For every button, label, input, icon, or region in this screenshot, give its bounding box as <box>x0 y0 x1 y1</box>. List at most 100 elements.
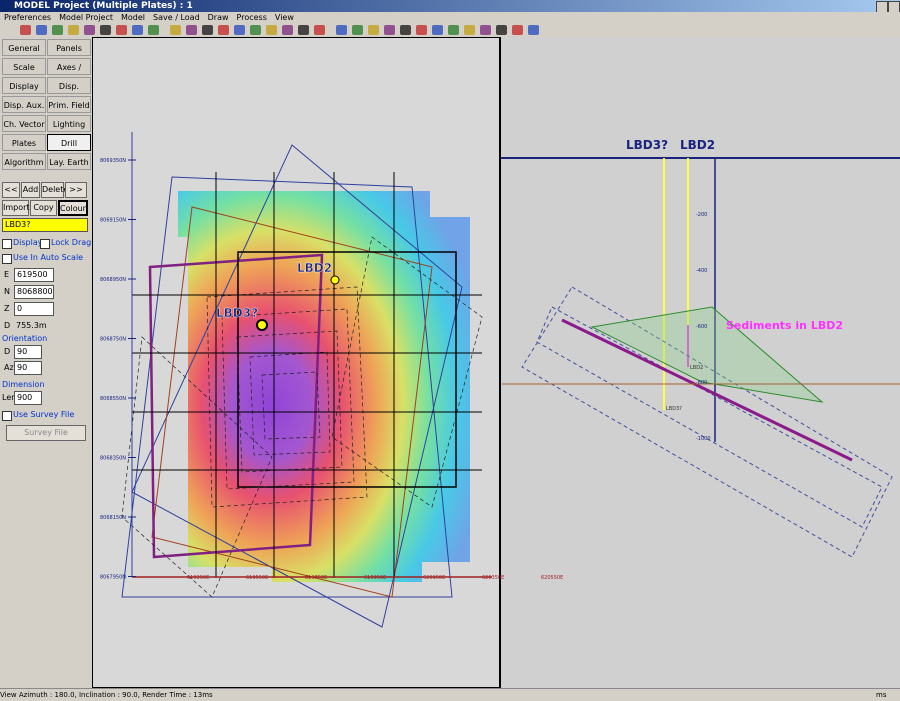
toolbar-button[interactable] <box>384 25 395 35</box>
views: 8069350N 8069150N 8068950N 8068750N 8068550N… <box>92 37 900 688</box>
menu-item[interactable]: Draw <box>207 13 229 22</box>
panel-tab[interactable]: Disp. Aux. <box>2 96 46 113</box>
field-input[interactable]: 8068800 <box>14 285 54 299</box>
toolbar-button[interactable] <box>36 25 47 35</box>
menu-item[interactable]: Preferences <box>4 13 52 22</box>
checkbox-label: Use In Auto Scale <box>13 253 84 262</box>
toolbar-button[interactable] <box>250 25 261 35</box>
menu-item[interactable]: View <box>274 13 294 22</box>
panel-tab[interactable]: Lay. Earth <box>47 153 91 170</box>
checkbox[interactable] <box>2 411 12 421</box>
easting-label: 619350E <box>187 575 209 581</box>
menu-item[interactable]: Model Project <box>59 13 113 22</box>
toolbar-button[interactable] <box>400 25 411 35</box>
checkbox[interactable] <box>2 254 12 264</box>
section-view <box>501 37 900 688</box>
toolbar-button[interactable] <box>282 25 293 35</box>
checkbox[interactable] <box>2 239 12 249</box>
toolbar-button[interactable] <box>202 25 213 35</box>
nav-button[interactable]: >> <box>65 182 87 198</box>
hole-tag: LBD3? <box>666 406 682 412</box>
toolbar-button[interactable] <box>218 25 229 35</box>
panel-tab[interactable]: Display <box>2 77 46 94</box>
panel-tab[interactable]: Axes / Grids <box>47 58 91 89</box>
field-input[interactable]: 619500 <box>14 268 54 282</box>
depth-label: -400 <box>696 268 707 274</box>
depth-label: -600 <box>696 324 707 330</box>
toolbar-button[interactable] <box>314 25 325 35</box>
toolbar-button[interactable] <box>336 25 347 35</box>
northing-label: 8068750N <box>100 337 126 343</box>
panel-tab[interactable]: Scale <box>2 58 46 75</box>
toolbar-button[interactable] <box>496 25 507 35</box>
toolbar-button[interactable] <box>368 25 379 35</box>
toolbar-button[interactable] <box>148 25 159 35</box>
toolbar-button[interactable] <box>100 25 111 35</box>
toolbar-button[interactable] <box>20 25 31 35</box>
drillhole-label: LBD3? <box>216 306 258 320</box>
field-input[interactable]: 0 <box>14 302 54 316</box>
toolbar-button[interactable] <box>266 25 277 35</box>
checkbox[interactable] <box>40 239 50 249</box>
toolbar-button[interactable] <box>84 25 95 35</box>
drillhole-marker[interactable] <box>330 275 340 285</box>
field-label: D <box>4 321 11 330</box>
panel-tab[interactable]: Algorithm <box>2 153 46 170</box>
panel-tab[interactable]: Prim. Field <box>47 96 91 113</box>
toolbar-button[interactable] <box>298 25 309 35</box>
survey-button[interactable]: Survey File <box>6 425 86 441</box>
field-input[interactable]: 900 <box>14 391 42 405</box>
section-heading: Orientation <box>2 334 48 343</box>
heatmap <box>178 191 470 582</box>
panel-tab[interactable]: Plates <box>2 134 46 151</box>
toolbar-button[interactable] <box>186 25 197 35</box>
depth-label: -1000 <box>696 436 711 442</box>
panel-tab[interactable]: Drill Planner <box>47 134 91 165</box>
menu-item[interactable]: Model <box>121 13 146 22</box>
toolbar-button[interactable] <box>416 25 427 35</box>
status-right: ms <box>876 691 887 699</box>
field-input[interactable]: 90 <box>14 345 42 359</box>
field-label: E <box>4 270 10 279</box>
nav-button[interactable]: Delete <box>41 182 68 198</box>
northing-label: 8068550N <box>100 396 126 402</box>
plate-name-input[interactable]: LBD3? <box>2 218 88 232</box>
menu-item[interactable]: Save / Load <box>153 13 200 22</box>
nav-button[interactable]: << <box>2 182 20 198</box>
northing-label: 8068350N <box>100 456 126 462</box>
toolbar-button[interactable] <box>68 25 79 35</box>
easting-label: 620350E <box>482 575 504 581</box>
checkbox-label: Lock Drag <box>51 238 92 247</box>
toolbar-button[interactable] <box>352 25 363 35</box>
edit-button[interactable]: Import <box>2 200 30 216</box>
northing-label: 8068150N <box>100 515 126 521</box>
northing-label: 8069150N <box>100 218 126 224</box>
toolbar-button[interactable] <box>116 25 127 35</box>
panel-tab[interactable]: General <box>2 39 46 56</box>
toolbar-button[interactable] <box>132 25 143 35</box>
toolbar-button[interactable] <box>52 25 63 35</box>
toolbar-button[interactable] <box>528 25 539 35</box>
field-label: Z <box>4 304 10 313</box>
edit-button[interactable]: Copy <box>30 200 57 216</box>
toolbar-button[interactable] <box>170 25 181 35</box>
field-label: Az <box>4 363 14 372</box>
panel-tab[interactable]: Disp. Chans. <box>47 77 91 108</box>
toolbar-button[interactable] <box>480 25 491 35</box>
panel-tab[interactable]: Panels <box>47 39 91 56</box>
toolbar-button[interactable] <box>432 25 443 35</box>
field-value: 755.3m <box>16 321 47 330</box>
easting-label: 619750E <box>305 575 327 581</box>
panel-tab[interactable]: Lighting <box>47 115 91 132</box>
edit-button[interactable]: Colour <box>58 200 88 216</box>
nav-button[interactable]: Add <box>21 182 40 198</box>
panel-tab[interactable]: Ch. Vector <box>2 115 46 132</box>
toolbar-button[interactable] <box>448 25 459 35</box>
menu-item[interactable]: Process <box>236 13 267 22</box>
toolbar-button[interactable] <box>234 25 245 35</box>
toolbar-button[interactable] <box>464 25 475 35</box>
drillhole-marker[interactable] <box>256 319 268 331</box>
toolbar-button[interactable] <box>512 25 523 35</box>
field-input[interactable]: 90 <box>14 361 42 375</box>
